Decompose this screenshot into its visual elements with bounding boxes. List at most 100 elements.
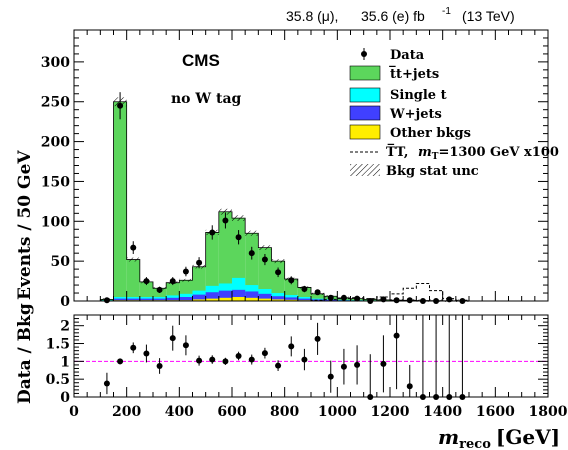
x-tick-9: 1800 <box>529 404 568 420</box>
background-stack <box>99 97 470 302</box>
stack-bar-1-3 <box>139 298 153 301</box>
x-axis-label: mreco [GeV] <box>438 425 560 450</box>
lumi-mu-label: 35.8 (μ), <box>286 8 338 24</box>
x-tick-1: 200 <box>112 404 141 420</box>
x-tick-2: 400 <box>165 404 194 420</box>
lumi-exponent: -1 <box>442 6 451 17</box>
main-y-tick-2: 100 <box>41 214 70 230</box>
stack-bar-1-6 <box>179 297 193 301</box>
stack-bar-1-9 <box>218 290 232 301</box>
stack-bar-1-4 <box>153 298 167 301</box>
legend-entry-single-t: Single t <box>349 87 447 103</box>
ratio-point-24 <box>419 315 426 400</box>
x-tick-8: 1600 <box>476 404 515 420</box>
ratio-points <box>103 315 466 400</box>
ratio-point-9 <box>222 357 229 365</box>
legend-label-unc: Bkg stat unc <box>386 164 479 179</box>
category-label: no W tag <box>171 91 242 107</box>
ratio-x-axis: 0 200 400 600 800 1000 1200 1400 1600 1800 <box>69 315 568 420</box>
stack-bar-0-10 <box>232 297 246 301</box>
data-point-3 <box>143 277 150 286</box>
data-point-8 <box>209 225 216 240</box>
x-tick-7: 1400 <box>423 404 462 420</box>
legend-label-other: Other bkgs <box>390 126 471 141</box>
ratio-point-0 <box>103 372 110 395</box>
unc-band-9 <box>218 208 232 215</box>
stack-bar-0-7 <box>192 299 206 301</box>
stack-bar-3-2 <box>126 259 140 301</box>
legend-label-ttbar: t̅t+jets <box>389 65 440 82</box>
stack-bar-0-11 <box>245 297 259 301</box>
legend: Data t̅t+jets Single t W+jets Other bkgs… <box>349 48 559 179</box>
legend-label-single-t: Single t <box>390 88 447 103</box>
stack-bar-3-12 <box>258 247 272 301</box>
data-point-11 <box>248 246 255 260</box>
data-point-7 <box>196 257 203 269</box>
stack-bar-1-12 <box>258 293 272 301</box>
ratio-point-18 <box>340 348 347 385</box>
stack-bar-1-10 <box>232 289 246 301</box>
data-point-5 <box>169 277 176 286</box>
ratio-y-tick-4: 2 <box>60 319 70 335</box>
cms-label: CMS <box>182 51 220 70</box>
data-point-26 <box>446 296 453 303</box>
unc-band-11 <box>245 230 259 236</box>
ratio-point-10 <box>235 351 242 361</box>
ratio-point-3 <box>143 344 150 363</box>
main-y-axis-label: Events / 50 GeV <box>15 150 35 300</box>
legend-entry-data: Data <box>361 48 425 63</box>
ratio-point-17 <box>327 360 334 393</box>
ratio-point-15 <box>301 348 308 371</box>
stack-bar-1-14 <box>284 297 298 301</box>
data-point-1 <box>117 92 124 120</box>
ratio-point-12 <box>261 347 268 359</box>
stack-bar-1-16 <box>311 299 325 301</box>
legend-swatch-1 <box>349 105 381 121</box>
ratio-point-16 <box>314 322 321 355</box>
main-plot: 0 50 100 150 200 250 300 <box>41 29 549 310</box>
main-y-tick-6: 300 <box>41 55 70 71</box>
stack-bar-1-7 <box>192 294 206 301</box>
ratio-point-8 <box>209 355 216 364</box>
ratio-point-4 <box>156 358 163 374</box>
legend-entry-wjets: W+jets <box>349 105 442 122</box>
legend-swatch-2 <box>349 87 381 103</box>
unc-band-10 <box>232 215 246 221</box>
main-y-tick-4: 200 <box>41 135 70 151</box>
ratio-point-2 <box>130 342 137 354</box>
stack-bar-0-13 <box>271 299 285 301</box>
ratio-point-11 <box>248 354 255 365</box>
legend-entry-ttbar: t̅t+jets <box>349 65 440 82</box>
stack-bar-3-16 <box>311 293 325 301</box>
legend-label-data: Data <box>390 48 425 63</box>
energy-label: (13 TeV) <box>462 8 515 24</box>
data-point-17 <box>327 294 334 301</box>
main-y-axis: 0 50 100 150 200 250 300 <box>41 29 548 310</box>
ratio-point-5 <box>169 325 176 351</box>
ratio-point-13 <box>275 360 282 371</box>
data-point-16 <box>314 289 321 296</box>
stack-bar-3-3 <box>139 281 153 301</box>
ratio-y-tick-0: 0 <box>60 390 70 406</box>
data-point-9 <box>222 212 229 229</box>
data-point-15 <box>301 285 308 293</box>
ratio-y-axis: 0 0.5 11.5 2 <box>46 318 548 406</box>
data-point-12 <box>261 253 268 266</box>
stack-bar-1-1 <box>113 298 127 301</box>
unc-band-13 <box>271 259 285 264</box>
stack-bar-0-8 <box>205 298 219 301</box>
stack-bar-0-12 <box>258 298 272 301</box>
data-point-23 <box>406 297 413 304</box>
data-point-21 <box>380 296 387 303</box>
legend-swatch-0 <box>349 124 381 140</box>
ratio-point-6 <box>182 335 189 356</box>
x-tick-3: 600 <box>217 404 246 420</box>
data-point-0 <box>103 297 110 304</box>
stack-bar-0-9 <box>218 297 232 301</box>
ratio-y-axis-label: Data / Bkg <box>15 303 35 404</box>
legend-swatch-3 <box>349 65 381 81</box>
stack-bar-3-11 <box>245 233 259 301</box>
ratio-point-23 <box>406 364 413 397</box>
x-tick-5: 1000 <box>318 404 357 420</box>
